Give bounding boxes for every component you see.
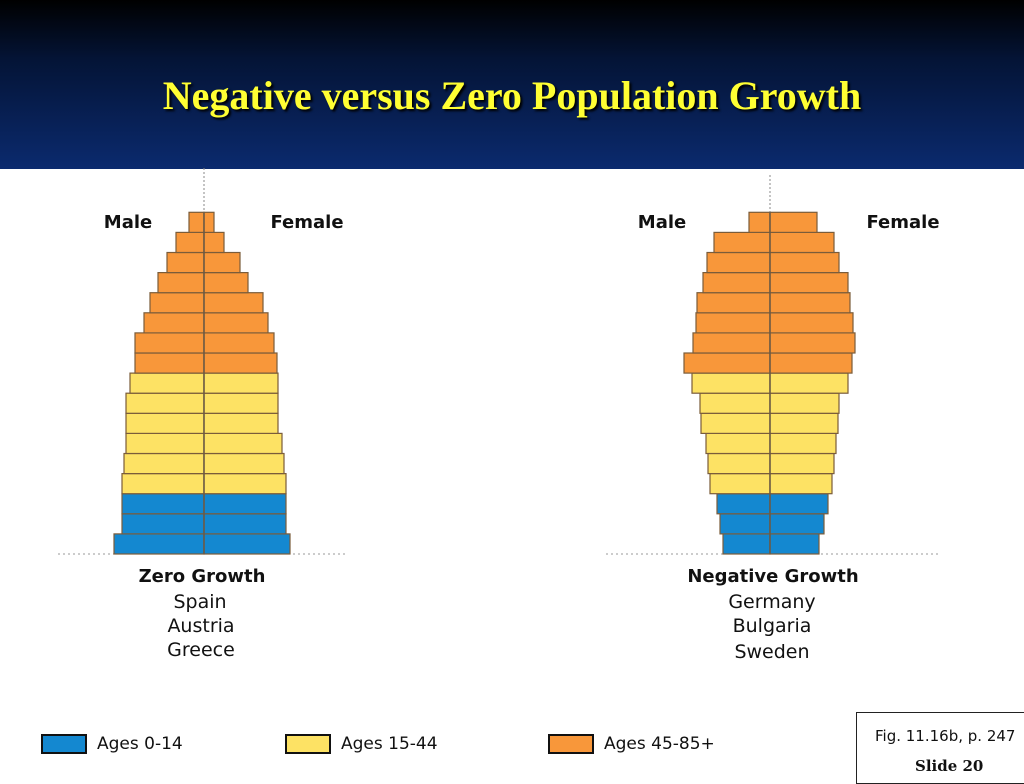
male-bar-30-34 (700, 412, 771, 434)
legend-swatch (285, 734, 331, 754)
male-bar-30-34 (125, 412, 205, 434)
female-bar-50-54 (769, 332, 856, 354)
male-bar-5-9 (121, 513, 205, 535)
male-bar-15-19 (121, 473, 205, 495)
male-label: Male (638, 212, 686, 233)
legend-item-ages-0-14: Ages 0-14 (41, 733, 183, 755)
male-bar-20-24 (123, 452, 205, 475)
female-bar-25-29 (203, 432, 283, 455)
negative-growth-chart: Male Female Negative Growth Germany Bulg… (606, 175, 940, 663)
legend-item-ages-45-85: Ages 45-85+ (548, 733, 715, 755)
female-bar-0-4 (769, 533, 820, 555)
female-bar-20-24 (203, 452, 285, 475)
female-bar-15-19 (203, 473, 287, 495)
female-bar-80-85+ (769, 211, 818, 234)
male-bar-70-74 (166, 251, 205, 274)
female-bar-65-69 (203, 272, 249, 294)
female-bar-15-19 (769, 473, 833, 495)
chart-title: Negative Growth (687, 566, 858, 587)
male-bar-55-59 (143, 312, 205, 334)
legend-label: Ages 15-44 (341, 734, 438, 754)
country-label: Germany (728, 591, 815, 613)
male-bar-35-39 (699, 392, 771, 414)
male-bar-0-4 (113, 533, 205, 555)
female-bar-35-39 (203, 392, 279, 414)
female-bar-5-9 (203, 513, 287, 535)
slide-number: Slide 20 (915, 757, 984, 775)
female-bar-35-39 (769, 392, 840, 414)
male-bar-10-14 (716, 493, 771, 515)
male-bar-65-69 (157, 272, 205, 294)
male-label: Male (104, 212, 152, 233)
female-bar-10-14 (203, 493, 287, 515)
male-bar-25-29 (125, 432, 205, 455)
male-bar-60-64 (696, 292, 771, 314)
male-bar-5-9 (719, 513, 771, 535)
male-bar-50-54 (692, 332, 771, 354)
legend-item-ages-15-44: Ages 15-44 (285, 733, 438, 755)
female-bar-20-24 (769, 452, 835, 475)
male-bar-45-49 (683, 352, 771, 374)
male-bar-10-14 (121, 493, 205, 515)
female-bar-45-49 (769, 352, 853, 374)
figure-reference-box: Fig. 11.16b, p. 247 Slide 20 (856, 712, 1024, 784)
legend-label: Ages 45-85+ (604, 734, 715, 754)
male-bar-65-69 (702, 272, 771, 294)
female-bar-50-54 (203, 332, 275, 354)
legend-label: Ages 0-14 (97, 734, 183, 754)
female-bar-60-64 (769, 292, 851, 314)
male-bar-50-54 (134, 332, 205, 354)
female-bar-70-74 (203, 251, 241, 274)
slide-title: Negative versus Zero Population Growth (162, 73, 862, 118)
female-bar-65-69 (769, 272, 849, 294)
male-bar-0-4 (722, 533, 771, 555)
title-banner (0, 0, 1024, 169)
female-bar-55-59 (769, 312, 854, 334)
female-bar-60-64 (203, 292, 264, 314)
male-bar-75-79 (175, 231, 205, 254)
male-bar-20-24 (707, 452, 771, 475)
male-bar-75-79 (713, 231, 771, 254)
male-bar-45-49 (134, 352, 205, 374)
male-bar-40-44 (691, 372, 771, 394)
country-label: Sweden (734, 641, 809, 663)
female-label: Female (270, 212, 343, 233)
female-bar-45-49 (203, 352, 278, 374)
female-bar-55-59 (203, 312, 269, 334)
female-bar-5-9 (769, 513, 825, 535)
female-label: Female (866, 212, 939, 233)
pyramid-charts: Male Female Zero Growth Spain Austria Gr… (58, 168, 940, 663)
chart-title: Zero Growth (139, 566, 266, 587)
male-bar-55-59 (695, 312, 771, 334)
male-bar-25-29 (705, 432, 771, 455)
country-label: Greece (167, 639, 235, 661)
female-bar-70-74 (769, 251, 840, 274)
female-bar-30-34 (203, 412, 279, 434)
female-bar-25-29 (769, 432, 837, 455)
female-bar-0-4 (203, 533, 291, 555)
legend-swatch (548, 734, 594, 754)
zero-growth-bars (58, 168, 346, 555)
female-bar-30-34 (769, 412, 839, 434)
male-bar-15-19 (709, 473, 771, 495)
female-bar-75-79 (203, 231, 225, 254)
legend-swatch (41, 734, 87, 754)
female-bar-40-44 (769, 372, 849, 394)
male-bar-35-39 (125, 392, 205, 414)
country-label: Bulgaria (733, 615, 812, 637)
male-bar-70-74 (706, 251, 771, 274)
female-bar-10-14 (769, 493, 829, 515)
negative-growth-bars (606, 175, 938, 555)
male-bar-80-85+ (188, 211, 205, 234)
zero-growth-chart: Male Female Zero Growth Spain Austria Gr… (58, 168, 346, 661)
female-bar-40-44 (203, 372, 279, 394)
figure-reference: Fig. 11.16b, p. 247 (875, 727, 1016, 745)
female-bar-80-85+ (203, 211, 215, 234)
female-bar-75-79 (769, 231, 835, 254)
male-bar-80-85+ (748, 211, 771, 234)
male-bar-60-64 (149, 292, 205, 314)
male-bar-40-44 (129, 372, 205, 394)
country-label: Austria (167, 615, 234, 637)
country-label: Spain (173, 591, 226, 613)
